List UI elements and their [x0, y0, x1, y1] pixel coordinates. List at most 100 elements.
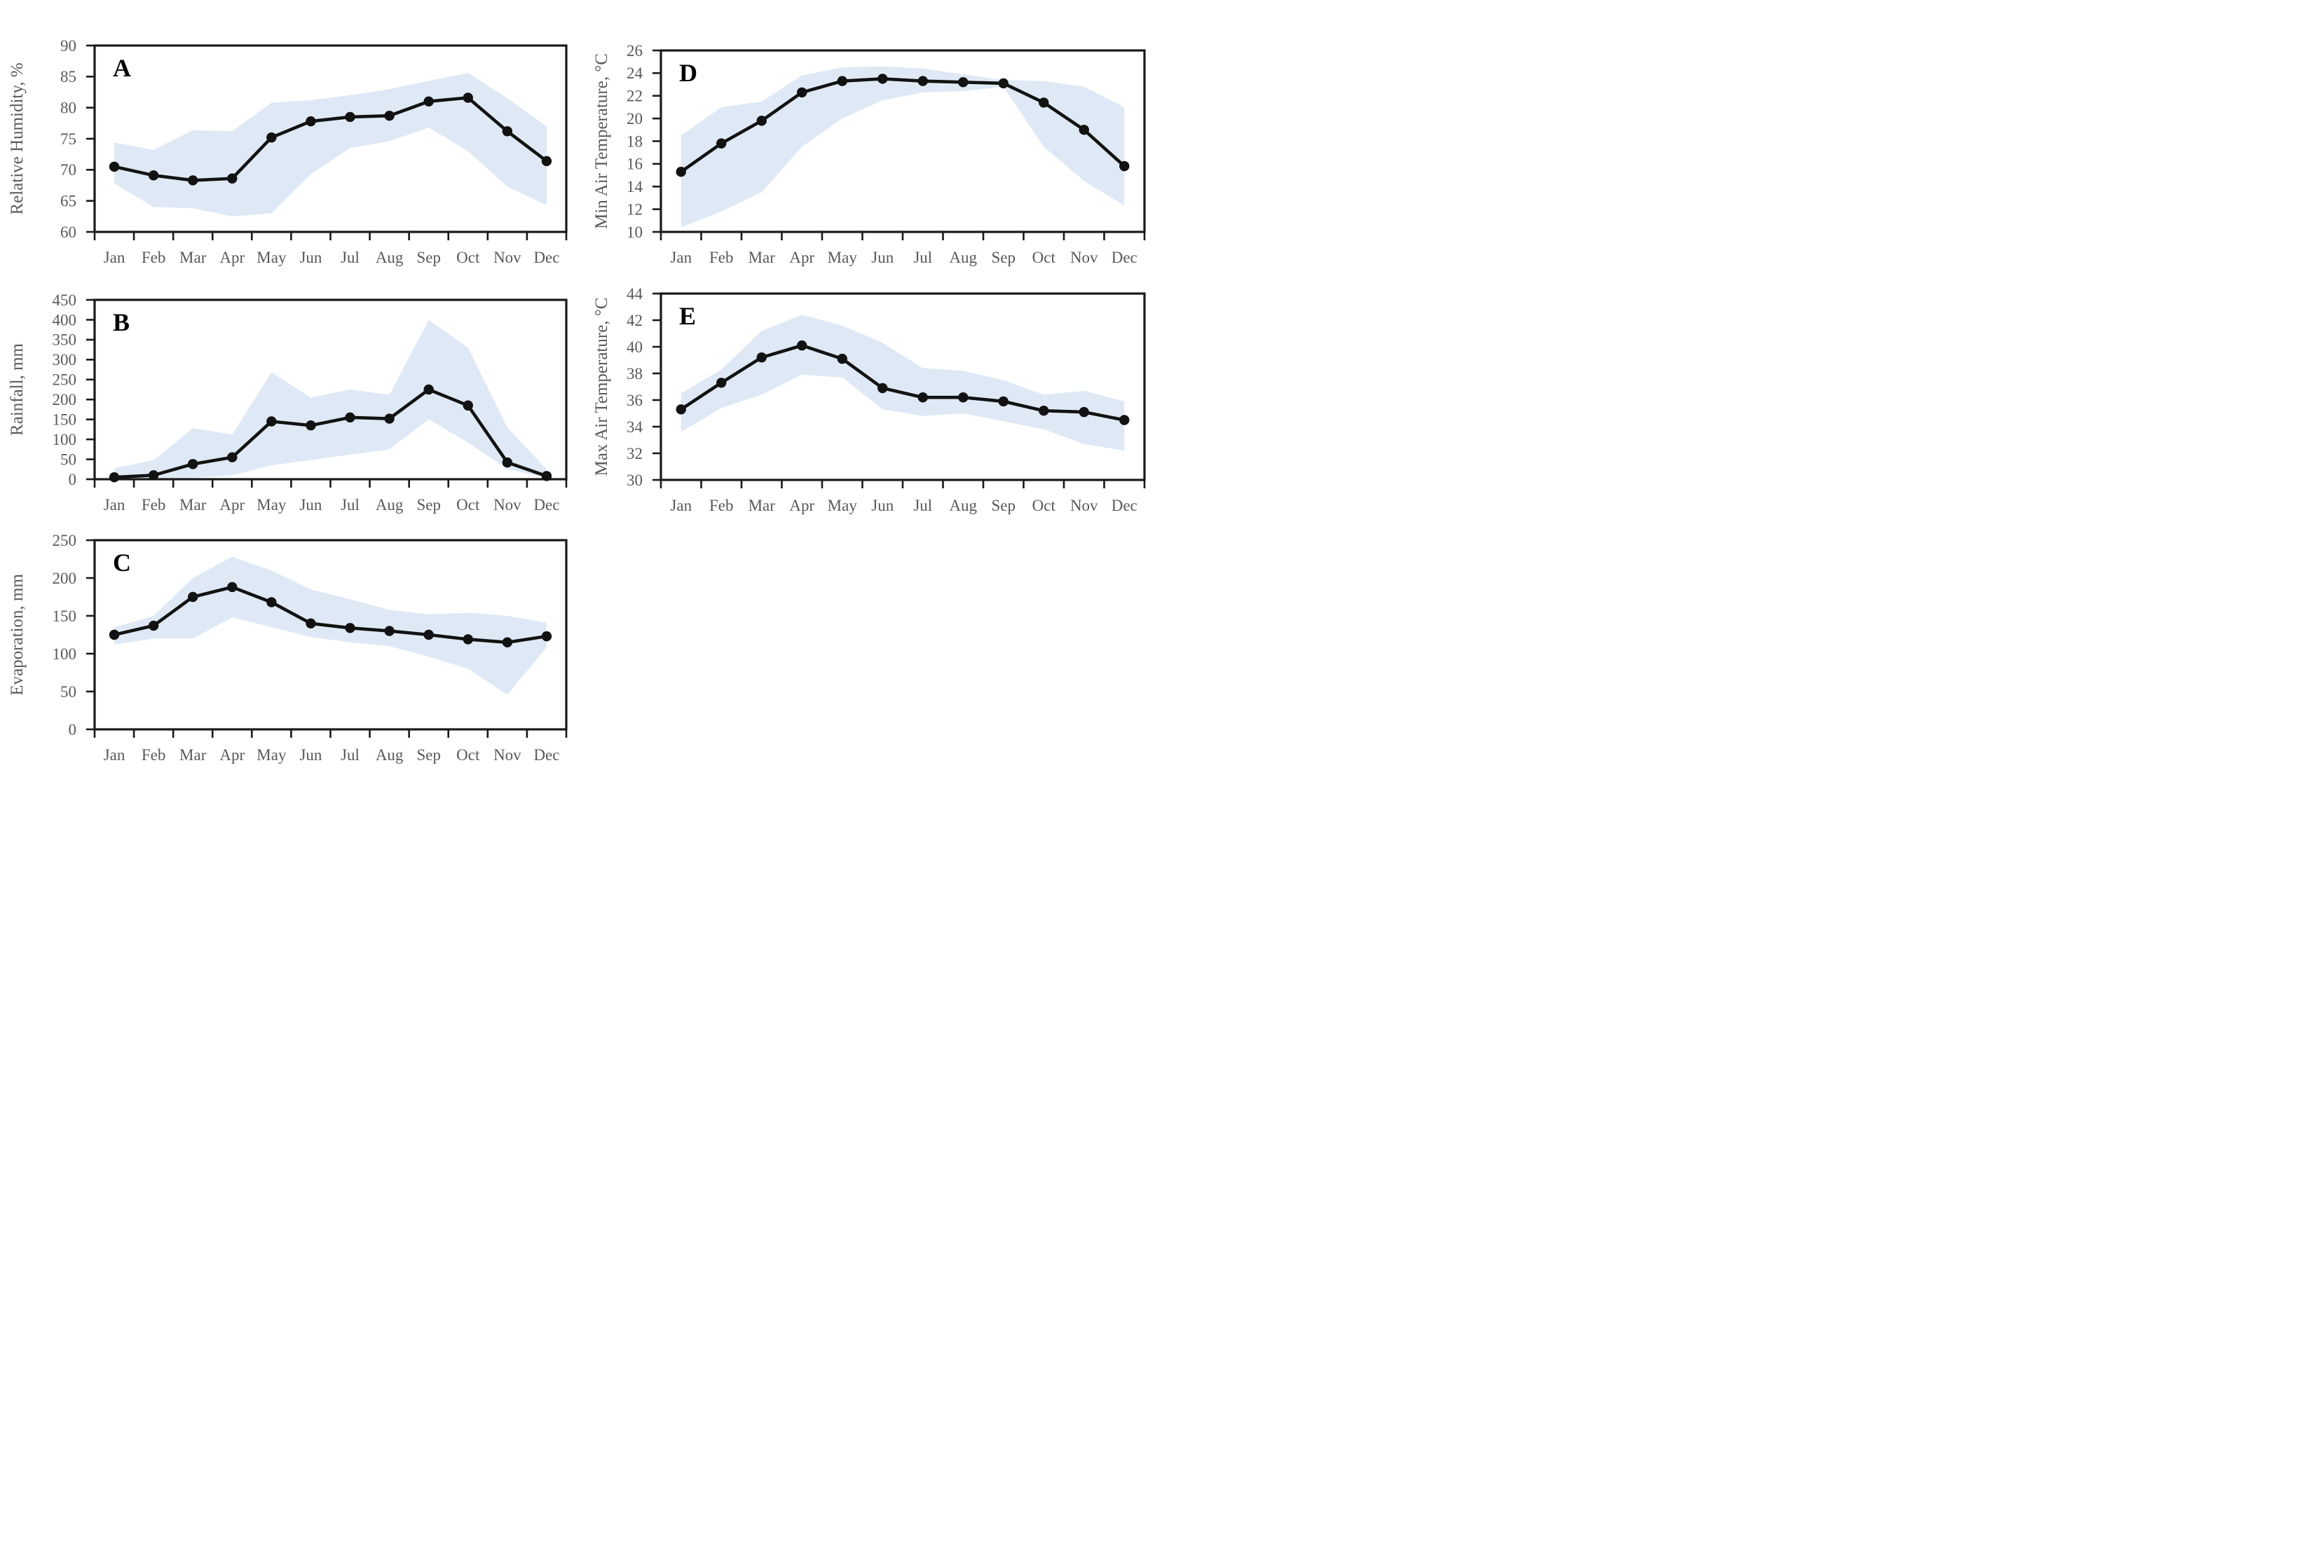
- axes: 0 50 100 150 200 250 300 350 400 450 Jan Feb Mar Apr M…: [53, 291, 568, 514]
- y-tick-label: 12: [627, 200, 643, 218]
- data-point: [917, 76, 928, 86]
- data-point: [266, 597, 277, 607]
- data-point: [188, 175, 198, 186]
- x-category-label: Jan: [104, 496, 125, 514]
- x-category-label: Jul: [341, 249, 360, 266]
- x-category-label: Oct: [1032, 497, 1056, 514]
- minmax-band: [681, 66, 1125, 228]
- minmax-band: [114, 319, 547, 479]
- y-tick-label: 65: [60, 192, 76, 209]
- x-category-label: Apr: [789, 497, 814, 514]
- x-category-label: Jan: [670, 497, 692, 514]
- data-point: [266, 416, 277, 427]
- y-tick-label: 50: [60, 451, 76, 468]
- y-tick-label: 42: [627, 312, 643, 329]
- data-point: [502, 457, 513, 468]
- data-point: [423, 629, 434, 640]
- data-point-markers: [676, 74, 1130, 177]
- data-point: [148, 170, 159, 181]
- x-category-label: Oct: [456, 496, 480, 514]
- y-tick-label: 90: [60, 37, 76, 55]
- data-point: [998, 396, 1009, 407]
- data-point: [1119, 415, 1130, 425]
- data-point: [423, 384, 434, 395]
- data-point: [384, 413, 395, 424]
- x-category-label: Oct: [1032, 249, 1056, 266]
- y-tick-label: 26: [627, 42, 643, 60]
- x-category-label: Apr: [219, 496, 245, 514]
- x-category-label: Aug: [949, 249, 977, 266]
- x-category-label: Sep: [416, 249, 441, 266]
- mean-line: [112, 585, 549, 645]
- axes: 10 12 14 16 18 20 22 24 26 Jan Feb Mar Apr May Jun Jul A…: [627, 42, 1146, 266]
- y-tick-label: 10: [627, 223, 643, 241]
- y-tick-label: 34: [627, 418, 643, 436]
- x-category-label: Dec: [533, 746, 559, 764]
- y-tick-label: 100: [53, 431, 77, 448]
- data-point: [109, 161, 120, 172]
- mean-line: [112, 96, 549, 182]
- x-category-label: Mar: [749, 249, 776, 266]
- minmax-band: [681, 315, 1125, 451]
- data-point-markers: [676, 340, 1130, 425]
- y-axis-title: Relative Humidity, %: [8, 62, 27, 214]
- data-point: [423, 96, 434, 106]
- data-point: [797, 87, 807, 98]
- data-point: [541, 156, 552, 167]
- x-category-label: Oct: [456, 249, 480, 266]
- y-tick-label: 300: [53, 351, 77, 369]
- data-point: [345, 111, 355, 123]
- x-category-label: Mar: [179, 496, 207, 514]
- climate-figure: 60 65 70 75 80 85 90 Jan Feb Mar Apr May Jun Jul Aug Se…: [0, 0, 1162, 784]
- data-point: [463, 92, 473, 103]
- data-point: [227, 452, 238, 462]
- y-tick-label: 150: [53, 607, 77, 625]
- data-point: [148, 620, 159, 631]
- y-tick-label: 450: [53, 291, 77, 309]
- data-point: [837, 353, 847, 364]
- data-point: [1039, 97, 1049, 108]
- x-category-label: Mar: [179, 249, 207, 266]
- y-tick-label: 400: [53, 311, 77, 329]
- data-point: [502, 637, 513, 647]
- panel-e-max-air-temperature-chart: 30 32 34 36 38 40 42 44 Jan Feb Mar Apr May Jun Jul Aug…: [592, 285, 1146, 514]
- x-category-label: Nov: [493, 496, 521, 514]
- data-point: [877, 74, 888, 84]
- x-category-label: Nov: [493, 249, 521, 266]
- data-point: [148, 470, 159, 481]
- panel-d-min-air-temperature-chart: 10 12 14 16 18 20 22 24 26 Jan Feb Mar Apr May Jun Jul A…: [592, 42, 1146, 266]
- data-point-markers: [109, 384, 552, 483]
- x-category-label: Sep: [992, 249, 1016, 266]
- y-tick-label: 70: [60, 161, 76, 179]
- data-point: [502, 126, 513, 137]
- y-tick-label: 44: [627, 285, 643, 303]
- y-tick-label: 50: [60, 683, 76, 701]
- data-point: [716, 378, 727, 388]
- data-point: [716, 138, 727, 149]
- panel-letter: E: [679, 302, 696, 330]
- y-tick-label: 80: [60, 99, 76, 116]
- data-point: [917, 392, 928, 403]
- data-point: [306, 420, 316, 431]
- x-category-label: Apr: [789, 249, 814, 266]
- x-category-label: Jul: [913, 249, 932, 266]
- x-category-label: Oct: [456, 746, 480, 764]
- data-point: [837, 76, 847, 86]
- x-category-label: Aug: [949, 497, 977, 514]
- climate-figure-canvas: 60 65 70 75 80 85 90 Jan Feb Mar Apr May Jun Jul Aug Se…: [8, 37, 1146, 764]
- x-category-label: Feb: [142, 746, 166, 764]
- data-point: [188, 591, 198, 603]
- y-tick-label: 85: [60, 68, 76, 85]
- y-tick-label: 75: [60, 130, 76, 148]
- x-category-label: Jan: [104, 746, 125, 764]
- y-tick-label: 150: [53, 411, 77, 428]
- panel-c-evaporation-chart: 0 50 100 150 200 250 Jan Feb Mar Apr May Jun Jul Aug S…: [8, 532, 568, 764]
- x-category-label: Dec: [1112, 497, 1137, 514]
- x-category-label: Jul: [341, 496, 360, 514]
- data-point: [998, 78, 1009, 89]
- x-category-label: Sep: [992, 497, 1016, 514]
- y-tick-label: 20: [627, 110, 643, 128]
- data-point: [384, 626, 395, 636]
- y-tick-label: 40: [627, 338, 643, 356]
- data-point: [676, 167, 686, 177]
